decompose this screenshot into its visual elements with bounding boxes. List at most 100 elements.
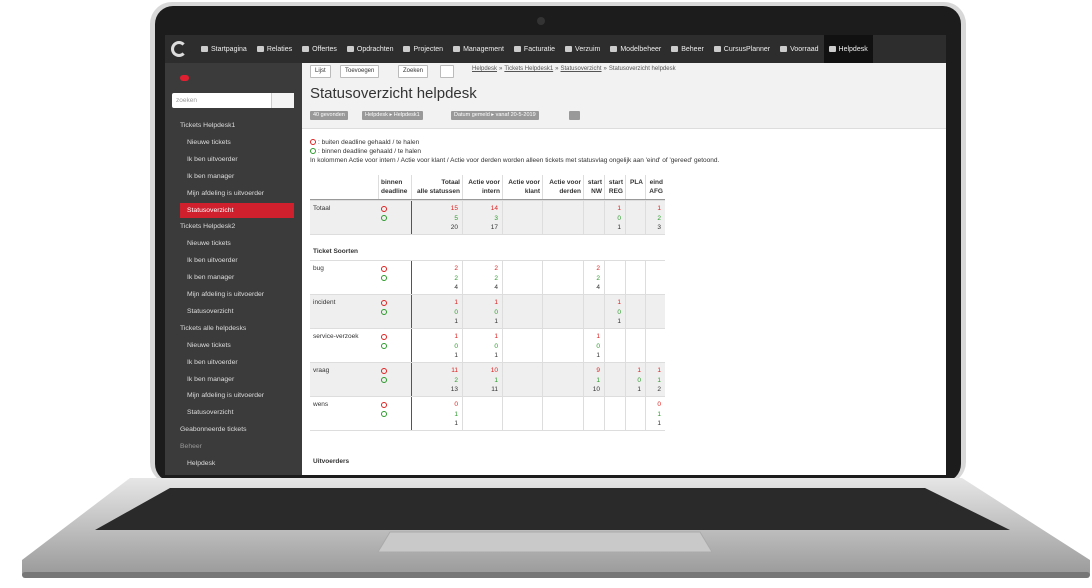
sidebar-item[interactable]: Ik ben uitvoerder: [187, 257, 238, 265]
breadcrumb-item[interactable]: Statusoverzicht: [560, 66, 602, 72]
divider: [625, 397, 626, 431]
divider: [583, 201, 584, 235]
sidebar-item[interactable]: Geabonneerde tickets: [180, 426, 247, 434]
nav-item[interactable]: Beheer: [666, 35, 709, 63]
column-header: PLA: [625, 175, 645, 200]
toggle[interactable]: [180, 75, 189, 81]
cell-value: 1: [617, 205, 621, 212]
nav-item[interactable]: Startpagina: [196, 35, 252, 63]
nav-label: CursusPlanner: [723, 45, 771, 53]
sidebar-item[interactable]: Tickets Helpdesk2: [180, 223, 236, 231]
sidebar-item[interactable]: Nieuwe tickets: [187, 138, 231, 146]
sidebar-item[interactable]: Beheer: [180, 443, 202, 451]
delete-filter[interactable]: [569, 111, 580, 120]
sidebar-item[interactable]: Ik ben manager: [187, 274, 235, 282]
cell-value: 1: [454, 333, 458, 340]
breadcrumb-item[interactable]: Helpdesk: [472, 66, 498, 72]
nav-item[interactable]: Verzuim: [560, 35, 605, 63]
divider: [583, 261, 584, 295]
nav-item[interactable]: Relaties: [252, 35, 297, 63]
cell-value: 1: [617, 224, 621, 231]
sidebar-item[interactable]: Mijn afdeling is uitvoerder: [187, 189, 265, 197]
breadcrumb-separator: »: [603, 66, 607, 72]
toolbar-button[interactable]: Lijst: [310, 65, 331, 78]
nav-icon: [201, 46, 208, 52]
sidebar-item[interactable]: Mijn afdeling is uitvoerder: [187, 392, 265, 400]
breadcrumb-separator: »: [555, 66, 559, 72]
nav-item[interactable]: Voorraad: [775, 35, 823, 63]
divider: [604, 329, 605, 363]
sidebar-item[interactable]: Tickets Helpdesk1: [180, 122, 236, 129]
column-header: Actie voor intern: [462, 175, 502, 200]
sidebar-item[interactable]: Ik ben manager: [187, 375, 235, 383]
cell-value: 2: [494, 274, 498, 282]
divider: [462, 329, 463, 363]
cell-value: 0: [454, 401, 458, 408]
nav-item[interactable]: CursusPlanner: [709, 35, 775, 63]
search-button[interactable]: [271, 93, 294, 108]
nav-icon: [346, 46, 354, 52]
nav-item[interactable]: Modelbeheer: [605, 35, 666, 63]
nav-item[interactable]: Management: [448, 35, 509, 63]
divider: [502, 397, 503, 431]
column-header: Actie voor derden: [542, 175, 583, 200]
cell-value: 13: [450, 386, 458, 393]
sad-icon: [381, 206, 387, 212]
cell-value: 1: [454, 420, 458, 427]
column-header: start NW: [583, 175, 604, 200]
cell-value: 1: [657, 376, 661, 384]
sidebar-item[interactable]: Mijn afdeling is uitvoerder: [187, 291, 265, 298]
header-line: PLA: [630, 179, 643, 186]
filter-chip[interactable]: Helpdesk ▸ Helpdesk1: [362, 111, 423, 120]
filter-chip[interactable]: Datum gemeld ▸ vanaf 20-5-2019: [451, 111, 539, 120]
divider: [625, 295, 626, 329]
sidebar-item[interactable]: Statusoverzicht: [187, 307, 234, 315]
search-box[interactable]: zoeken: [172, 93, 294, 108]
divider: [604, 201, 605, 235]
toolbar-button[interactable]: Zoeken: [398, 65, 429, 78]
breadcrumb-item[interactable]: Tickets Helpdesk1: [504, 66, 554, 72]
section-row: Uitvoerders: [310, 430, 665, 470]
dropdown-button[interactable]: [440, 65, 454, 78]
row-label: incident: [313, 299, 336, 306]
logo: [171, 41, 187, 57]
sidebar-item[interactable]: Ik ben uitvoerder: [187, 358, 238, 366]
nav-item[interactable]: Offertes: [297, 35, 342, 63]
nav-item[interactable]: Facturatie: [509, 35, 560, 63]
sidebar-item[interactable]: Helpdesk: [187, 460, 216, 467]
nav-item[interactable]: Projecten: [398, 35, 448, 63]
nav-item[interactable]: Helpdesk: [823, 35, 873, 63]
nav-icon: [780, 46, 788, 52]
divider: [542, 329, 543, 363]
cell-value: 1: [494, 299, 498, 306]
cell-value: 14: [490, 205, 498, 212]
header-line: Actie voor: [468, 179, 500, 186]
divider: [645, 295, 646, 329]
sidebar-item[interactable]: Ik ben uitvoerder: [187, 155, 238, 163]
cell-value: 0: [494, 342, 498, 350]
nav-label: Projecten: [413, 45, 444, 53]
sidebar-item[interactable]: Statusoverzicht: [187, 409, 234, 417]
section-label: Ticket Soorten: [313, 248, 359, 255]
nav-label: Startpagina: [211, 45, 247, 53]
nav-icon: [671, 46, 679, 52]
nav-item[interactable]: Opdrachten: [342, 35, 399, 63]
header-rule: [310, 199, 665, 200]
legend-text: : buiten deadline gehaald / te halen: [318, 139, 420, 146]
cell-value: 4: [454, 284, 458, 291]
nav-label: Helpdesk: [838, 45, 868, 53]
cell-value: 1: [454, 299, 458, 306]
sidebar-item[interactable]: Statusoverzicht: [180, 202, 294, 218]
toolbar-button[interactable]: Toevoegen: [340, 65, 380, 78]
column-header: start REG: [604, 175, 625, 200]
divider: [542, 261, 543, 295]
divider: [645, 397, 646, 431]
cell-value: 17: [490, 224, 498, 231]
sidebar-item[interactable]: Ik ben manager: [187, 172, 235, 180]
sidebar-item[interactable]: Tickets alle helpdesks: [180, 324, 247, 332]
header-line: NW: [591, 188, 602, 195]
sidebar-item[interactable]: Nieuwe tickets: [187, 240, 231, 248]
sidebar-item[interactable]: Nieuwe tickets: [187, 341, 231, 349]
header-line: eind: [649, 179, 663, 186]
sad-icon: [381, 334, 387, 340]
